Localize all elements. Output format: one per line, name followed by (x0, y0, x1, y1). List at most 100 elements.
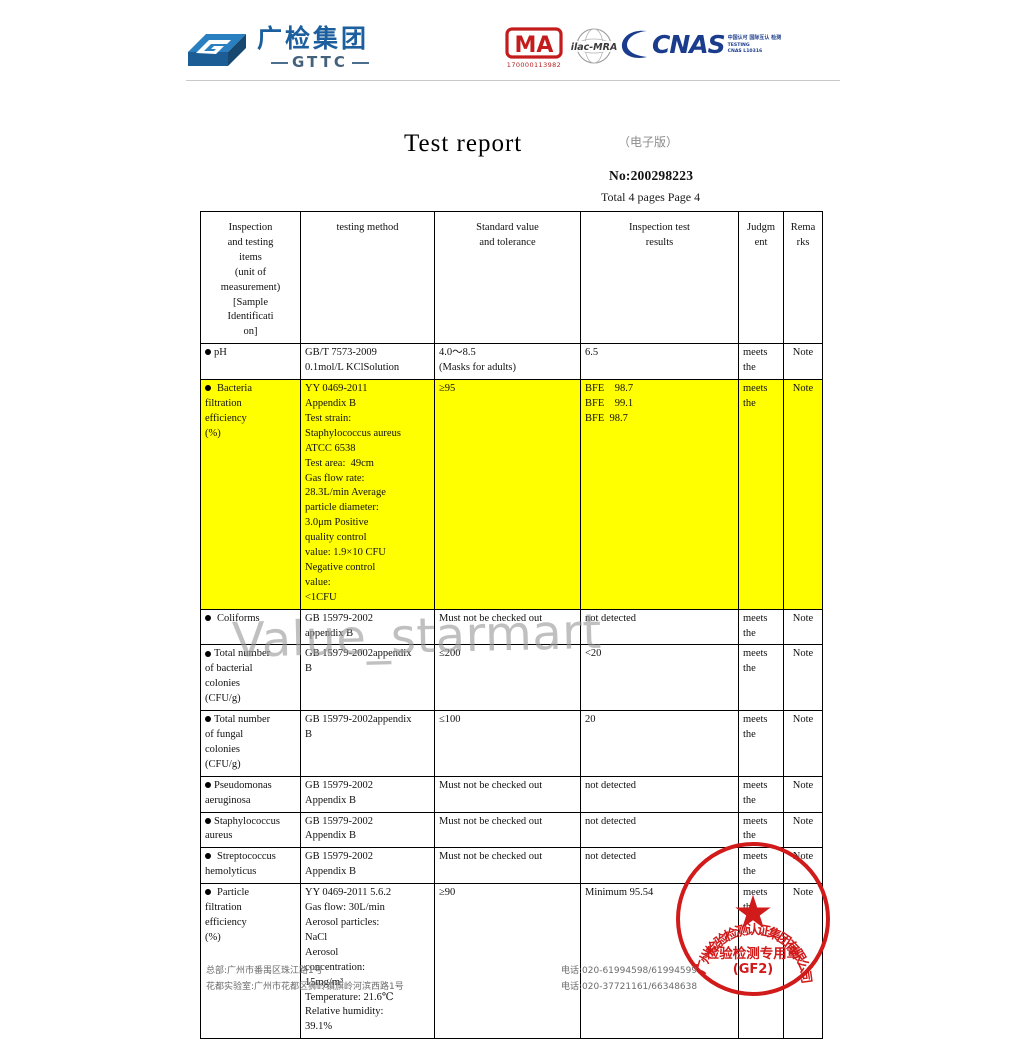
method-ph-l1: GB/T 7573-2009 (305, 347, 377, 359)
hdr-method-l1: testing method (336, 222, 399, 233)
table-row: pH GB/T 7573-2009 0.1mol/L KClSolution 4… (200, 343, 823, 381)
item-label-bfe-l2: filtration (205, 397, 242, 409)
cell-judgment-streptococcus: meets the (738, 847, 784, 885)
cnas-swoosh-icon (621, 30, 647, 58)
method-staphylococcus-l2: Appendix B (305, 830, 357, 842)
judgment-pseudomonas-l1: meets (743, 779, 768, 791)
method-bfe-l15: <1CFU (305, 591, 337, 603)
method-bfe-l3: Test strain: (305, 412, 352, 424)
col-header-remarks: Rema rks (783, 210, 823, 345)
cell-standard-coliforms: Must not be checked out (434, 608, 581, 646)
cell-method-fungal-colonies: GB 15979-2002appendix B (300, 710, 435, 777)
cell-method-coliforms: GB 15979-2002 appendix B (300, 608, 435, 646)
method-pfe-l7: 15mg/m³ (305, 976, 344, 988)
cell-judgment-coliforms: meets the (738, 608, 784, 646)
judgment-fungal-l1: meets (743, 714, 768, 726)
method-pseudomonas-l2: Appendix B (305, 794, 357, 806)
hdr-items-l2: and testing (227, 236, 274, 248)
method-bfe-l1: YY 0469-2011 (305, 383, 368, 395)
method-pfe-l8: Temperature: 21.6℃ (305, 991, 394, 1003)
standard-bfe: ≥95 (439, 383, 456, 395)
method-bfe-l10: 3.0μm Positive (305, 517, 369, 529)
item-label-bacterial-l1: Total number (214, 648, 271, 660)
item-label-bacterial-l4: (CFU/g) (205, 693, 241, 705)
gttc-logo-mark-icon (186, 26, 248, 70)
cell-item-streptococcus: Streptococcus hemolyticus (200, 847, 301, 885)
result-bfe-l3: BFE 98.7 (585, 412, 628, 424)
cell-standard-fungal-colonies: ≤100 (434, 710, 581, 777)
hdr-items-l8: on] (243, 326, 258, 338)
ma-badge: MA 170000113982 (505, 27, 563, 69)
footer-lab-address: 花都实验室:广州市花都区狮岭镇旗岭河滨西路1号 (206, 981, 404, 992)
item-label-staphylococcus-l1: Staphylococcus (214, 815, 280, 827)
table-row: Staphylococcus aureus GB 15979-2002 Appe… (200, 811, 823, 849)
result-bfe-l2: BFE 99.1 (585, 397, 634, 409)
col-header-method: testing method (300, 210, 435, 345)
item-label-bacterial-l2: of bacterial (205, 663, 253, 675)
result-ph: 6.5 (585, 347, 599, 359)
cell-remarks-bacterial-colonies: Note (783, 644, 823, 712)
standard-ph-l1: 4.0～8.5 (439, 347, 476, 359)
remarks-pseudomonas: Note (792, 779, 814, 791)
method-pfe-l6: concentration: (305, 961, 366, 973)
method-bfe-l14: value: (305, 576, 331, 588)
cell-item-ph: pH (200, 343, 301, 381)
hdr-items-l7: Identificati (227, 311, 274, 323)
item-bullet-icon (205, 349, 211, 356)
item-bullet-icon (205, 614, 211, 621)
remarks-fungal: Note (792, 714, 814, 726)
footer-phones: 电话:020-61994598/61994599 电话:020-37721161… (561, 964, 697, 996)
judgment-staphylococcus-l2: the (743, 830, 756, 842)
cell-standard-bacterial-colonies: ≤200 (434, 644, 581, 712)
method-pfe-l2: Gas flow: 30L/min (305, 902, 385, 914)
ilac-mra-badge-icon: ilac-MRA (571, 28, 617, 64)
hdr-items-l6: [Sample (233, 296, 268, 308)
cell-standard-staphylococcus: Must not be checked out (434, 811, 581, 849)
gttc-logo-abbr: GTTC (292, 53, 348, 71)
item-label-staphylococcus-l2: aureus (205, 830, 233, 842)
method-bfe-l4: Staphylococcus aureus (305, 427, 401, 439)
method-ph-l2: 0.1mol/L KClSolution (305, 362, 400, 374)
cell-result-fungal-colonies: 20 (580, 710, 739, 777)
cell-remarks-bfe: Note (783, 379, 823, 610)
result-pfe: Minimum 95.54 (585, 887, 654, 899)
item-label-coliforms: Coliforms (217, 612, 260, 624)
hdr-remarks-l1: Rema (790, 222, 816, 233)
judgment-bacterial-l1: meets (743, 648, 768, 660)
item-label-streptococcus-l2: hemolyticus (205, 866, 257, 878)
standard-fungal: ≤100 (439, 714, 461, 726)
cell-result-pfe: Minimum 95.54 (580, 883, 739, 1039)
result-pseudomonas: not detected (585, 779, 637, 791)
cell-standard-bfe: ≥95 (434, 379, 581, 610)
judgment-ph-l1: meets (743, 347, 768, 359)
remarks-bfe: Note (792, 383, 814, 395)
cell-item-staphylococcus: Staphylococcus aureus (200, 811, 301, 849)
result-fungal: 20 (585, 714, 596, 726)
method-bfe-l2: Appendix B (305, 397, 357, 409)
item-label-fungal-l3: colonies (205, 743, 240, 755)
judgment-bfe-l1: meets (743, 383, 768, 395)
gttc-logo-english-row: GTTC (271, 55, 369, 70)
cell-judgment-pseudomonas: meets the (738, 775, 784, 813)
ma-badge-number: 170000113982 (506, 61, 562, 69)
item-label-bfe-l1: Bacteria (217, 383, 252, 395)
judgment-coliforms-l1: meets (743, 612, 768, 624)
ilac-mra-badge: ilac-MRA (571, 27, 617, 65)
table-row: Total number of fungal colonies (CFU/g) … (200, 710, 823, 777)
item-bullet-icon (205, 385, 211, 392)
standard-staphylococcus: Must not be checked out (439, 815, 543, 827)
standard-ph-l2: (Masks for adults) (439, 362, 516, 374)
cell-item-coliforms: Coliforms (200, 608, 301, 646)
standard-coliforms: Must not be checked out (439, 612, 543, 624)
method-bacterial-l1: GB 15979-2002appendix (305, 648, 412, 660)
remarks-bacterial: Note (792, 648, 814, 660)
hdr-judgment-l2: ent (754, 236, 768, 248)
cell-standard-pseudomonas: Must not be checked out (434, 775, 581, 813)
table-row-highlighted: Bacteria filtration efficiency (%) YY 04… (200, 379, 823, 610)
judgment-fungal-l2: the (743, 729, 756, 740)
hdr-standard-l2: and tolerance (479, 236, 536, 248)
method-pfe-l10: 39.1% (305, 1021, 333, 1033)
cell-item-bacterial-colonies: Total number of bacterial colonies (CFU/… (200, 644, 301, 712)
footer-headquarters-address: 总部:广州市番禺区珠江路1号 (206, 966, 323, 976)
